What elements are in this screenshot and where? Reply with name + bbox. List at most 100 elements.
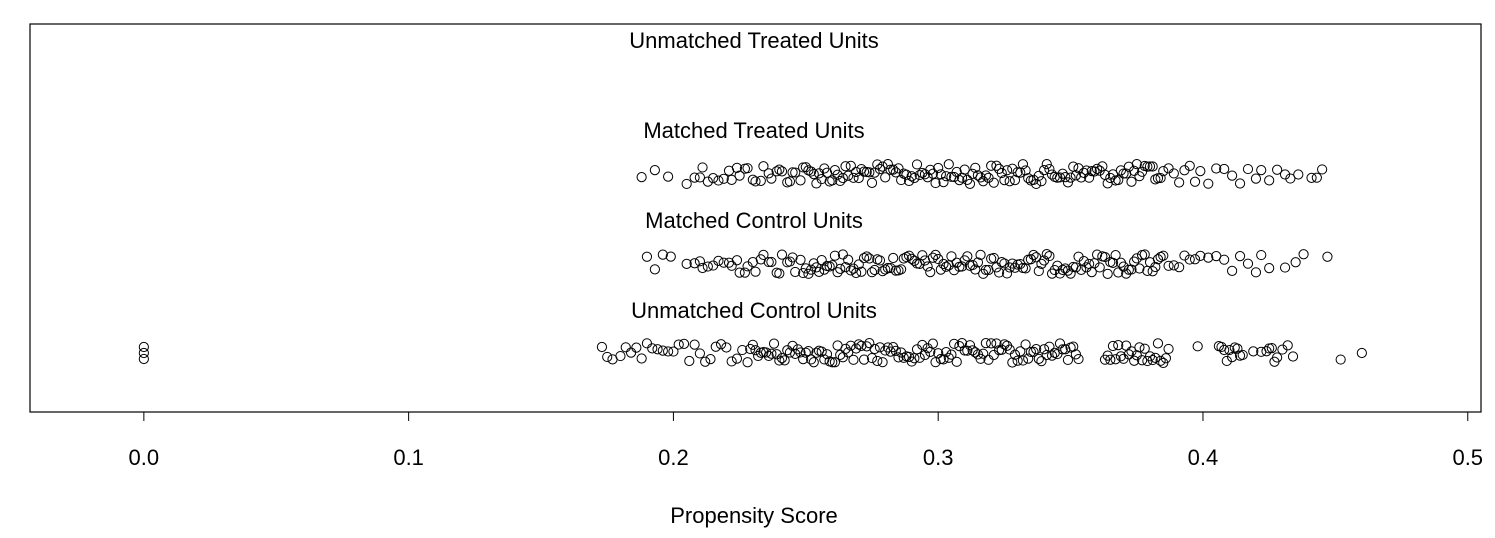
matched-control-units-point	[1110, 249, 1121, 261]
unmatched-control-units-point	[596, 341, 608, 353]
unmatched-control-units-point	[647, 343, 658, 354]
matched-treated-units-point	[853, 172, 864, 184]
matched-treated-units-point	[790, 167, 801, 178]
unmatched-control-units-point	[705, 354, 716, 365]
matched-treated-units-point	[893, 163, 904, 174]
matched-treated-units-point	[1113, 174, 1124, 186]
unmatched-control-units-point	[1224, 344, 1235, 356]
matched-treated-units-point	[1039, 165, 1050, 176]
matched-treated-units-point	[1060, 172, 1071, 183]
matched-treated-units-point	[1017, 159, 1029, 170]
unmatched-control-units-point	[774, 355, 785, 366]
matched-control-units-point	[1256, 249, 1267, 261]
matched-treated-units-point	[1195, 166, 1206, 177]
matched-treated-units-point	[734, 170, 745, 181]
unmatched-control-units-point	[798, 354, 809, 365]
unmatched-control-units-point	[914, 352, 925, 363]
matched-control-units-point	[824, 261, 835, 272]
matched-treated-units-point	[1062, 177, 1074, 188]
matched-treated-units-point	[1041, 159, 1052, 170]
matched-control-units-point	[1155, 251, 1166, 263]
matched-treated-units-point	[1150, 174, 1161, 185]
unmatched-control-units-point	[625, 347, 637, 358]
matched-control-units-point	[1070, 262, 1081, 273]
unmatched-control-units-point	[710, 341, 721, 352]
matched-control-units-point	[1001, 268, 1013, 279]
matched-control-units-point	[858, 252, 870, 264]
matched-control-units-point	[1123, 264, 1134, 275]
matched-control-units-point	[1131, 253, 1142, 264]
unmatched-control-units-point	[737, 344, 748, 356]
unmatched-control-units-point	[986, 338, 997, 349]
unmatched-control-units-point	[962, 345, 973, 356]
matched-treated-units-point	[636, 172, 647, 183]
matched-treated-units-point	[1219, 163, 1230, 175]
unmatched-control-units-point	[1060, 344, 1071, 355]
unmatched-control-units-point	[602, 351, 613, 363]
matched-treated-units-point	[1023, 173, 1034, 184]
matched-control-units-point	[1113, 267, 1124, 278]
unmatched-control-units-point	[1025, 346, 1036, 358]
matched-control-units-point	[1033, 265, 1044, 277]
unmatched-control-units-point	[763, 350, 774, 362]
matched-control-units-point	[731, 255, 743, 266]
matched-control-units-point	[1279, 262, 1291, 273]
matched-control-units-point	[1298, 249, 1309, 260]
unmatched-control-units-point	[919, 349, 931, 361]
unmatched-control-units-point	[861, 341, 872, 352]
matched-control-units-point	[1041, 248, 1052, 260]
matched-control-units-point	[869, 264, 880, 276]
matched-control-units-point	[1129, 256, 1140, 267]
unmatched-control-units-point	[1062, 354, 1074, 366]
unmatched-control-units-point	[1248, 346, 1259, 357]
matched-treated-units-point	[1174, 177, 1185, 188]
matched-treated-units-point	[999, 174, 1010, 186]
matched-control-units-point	[988, 252, 999, 264]
unmatched-control-units-point	[964, 340, 976, 351]
matched-treated-units-point	[1068, 161, 1079, 172]
matched-control-units-point	[1227, 265, 1238, 276]
unmatched-control-units-point	[991, 338, 1002, 349]
unmatched-control-units-point	[684, 355, 695, 367]
unmatched-control-units-point	[1147, 354, 1158, 366]
matched-treated-units-point	[1131, 159, 1142, 170]
matched-treated-units-point	[1020, 165, 1031, 176]
matched-treated-units-point	[694, 172, 706, 183]
unmatched-control-units-point	[1356, 347, 1367, 359]
unmatched-control-units-point	[652, 344, 663, 355]
unmatched-control-units-point	[678, 338, 690, 349]
matched-treated-units-point	[827, 175, 838, 186]
unmatched-control-units-point	[943, 352, 954, 363]
unmatched-control-units-point	[641, 338, 653, 349]
unmatched-control-units-point	[948, 338, 960, 349]
matched-control-units-point	[840, 262, 851, 273]
unmatched-control-units-point	[663, 346, 674, 357]
matched-control-units-point	[962, 251, 973, 262]
matched-control-units-point	[1028, 249, 1039, 261]
matched-control-units-point	[1036, 258, 1047, 269]
unmatched-control-units-point	[1070, 349, 1081, 360]
matched-treated-units-point	[864, 167, 875, 178]
matched-control-units-point	[856, 266, 867, 277]
matched-treated-units-point	[954, 174, 965, 186]
matched-treated-units-point	[914, 169, 925, 181]
unmatched-control-units-point	[806, 354, 817, 365]
x-axis: 0.0 0.1 0.2 0.3 0.4 0.5	[129, 411, 1483, 470]
matched-treated-units-point	[1107, 169, 1119, 180]
matched-control-units-point	[885, 262, 896, 274]
matched-control-units-point	[1179, 250, 1190, 261]
matched-treated-units-point	[851, 166, 862, 178]
matched-control-units-point	[935, 264, 946, 275]
matched-control-units-point	[983, 264, 994, 276]
unmatched-control-units-point	[138, 347, 149, 359]
matched-treated-units-point	[927, 168, 939, 179]
unmatched-control-units-point	[1009, 349, 1021, 360]
unmatched-control-units-point	[1044, 341, 1055, 352]
matched-control-units-point	[917, 250, 928, 261]
unmatched-control-units-point	[1150, 352, 1161, 363]
matched-control-units-point	[994, 267, 1005, 278]
matched-control-units-point	[1046, 268, 1058, 279]
matched-control-units-point	[1107, 257, 1119, 268]
unmatched-control-units-point	[620, 342, 631, 353]
unmatched-control-units-point	[837, 352, 848, 363]
